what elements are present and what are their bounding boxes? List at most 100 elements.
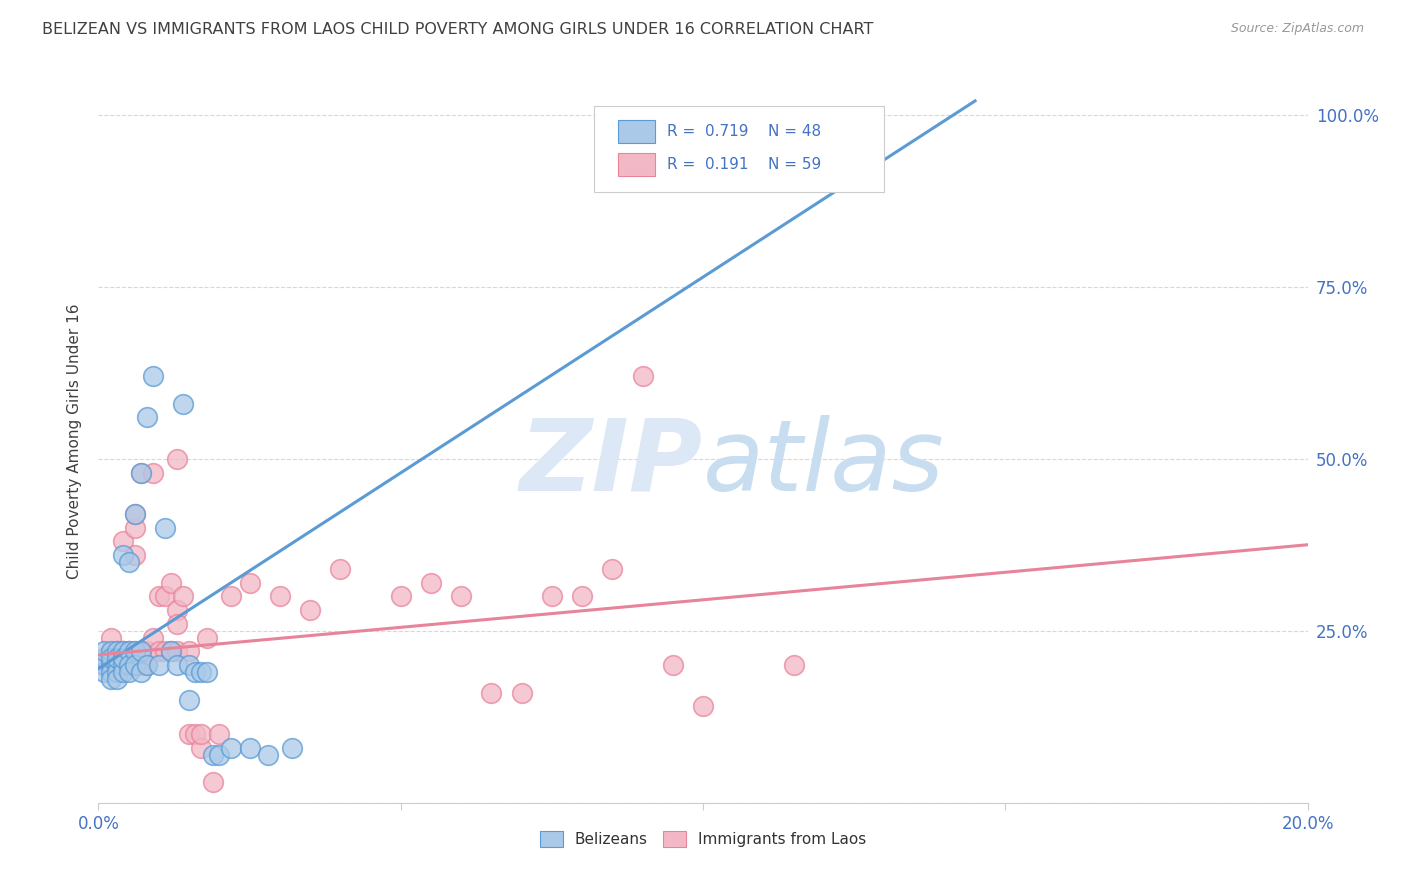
Point	[105, 665, 128, 679]
Point	[239, 575, 262, 590]
Point	[221, 590, 243, 604]
Point	[129, 466, 152, 480]
Point	[105, 658, 128, 673]
Point	[160, 644, 183, 658]
Point	[135, 658, 157, 673]
Point	[221, 740, 243, 755]
Text: BELIZEAN VS IMMIGRANTS FROM LAOS CHILD POVERTY AMONG GIRLS UNDER 16 CORRELATION : BELIZEAN VS IMMIGRANTS FROM LAOS CHILD P…	[42, 22, 873, 37]
Point	[166, 451, 188, 466]
Point	[124, 644, 146, 658]
Y-axis label: Child Poverty Among Girls Under 16: Child Poverty Among Girls Under 16	[67, 304, 83, 579]
Point	[118, 555, 141, 569]
Point	[148, 658, 170, 673]
Point	[105, 658, 128, 673]
Text: Source: ZipAtlas.com: Source: ZipAtlas.com	[1230, 22, 1364, 36]
Point	[135, 644, 157, 658]
Point	[299, 603, 322, 617]
Point	[135, 410, 157, 425]
Point	[179, 644, 201, 658]
Point	[111, 644, 134, 658]
Legend: Belizeans, Immigrants from Laos: Belizeans, Immigrants from Laos	[533, 825, 873, 853]
Point	[166, 644, 188, 658]
Point	[129, 466, 152, 480]
Point	[190, 665, 212, 679]
Point	[135, 658, 157, 673]
Point	[160, 644, 183, 658]
Point	[208, 747, 231, 762]
Point	[661, 658, 683, 673]
Text: R =  0.719    N = 48: R = 0.719 N = 48	[666, 124, 821, 139]
Point	[166, 616, 188, 631]
Point	[118, 644, 141, 658]
Point	[118, 658, 141, 673]
Point	[153, 520, 176, 534]
Point	[329, 562, 352, 576]
Point	[190, 727, 212, 741]
Point	[100, 651, 122, 665]
Point	[93, 651, 115, 665]
Point	[783, 658, 806, 673]
Point	[124, 507, 146, 521]
Point	[105, 644, 128, 658]
Point	[172, 590, 194, 604]
Point	[124, 520, 146, 534]
Point	[142, 631, 165, 645]
Point	[93, 658, 115, 673]
Point	[172, 397, 194, 411]
Point	[148, 644, 170, 658]
Point	[179, 658, 201, 673]
Point	[105, 672, 128, 686]
Point	[256, 747, 278, 762]
Point	[111, 534, 134, 549]
Point	[420, 575, 443, 590]
Point	[179, 727, 201, 741]
Point	[184, 665, 207, 679]
Point	[190, 740, 212, 755]
Point	[111, 658, 134, 673]
Point	[160, 575, 183, 590]
Point	[129, 665, 152, 679]
Point	[239, 740, 262, 755]
Point	[105, 651, 128, 665]
Point	[100, 672, 122, 686]
Point	[281, 740, 304, 755]
Point	[118, 644, 141, 658]
Point	[195, 631, 218, 645]
Point	[105, 644, 128, 658]
Point	[481, 686, 503, 700]
Point	[124, 507, 146, 521]
Point	[692, 699, 714, 714]
Point	[195, 665, 218, 679]
Point	[93, 658, 115, 673]
Point	[124, 644, 146, 658]
Point	[142, 466, 165, 480]
Point	[540, 590, 562, 604]
Point	[202, 747, 225, 762]
Point	[111, 665, 134, 679]
Point	[118, 658, 141, 673]
Point	[153, 644, 176, 658]
Point	[124, 658, 146, 673]
Point	[184, 727, 207, 741]
Point	[166, 603, 188, 617]
Point	[111, 658, 134, 673]
Text: R =  0.191    N = 59: R = 0.191 N = 59	[666, 157, 821, 172]
FancyBboxPatch shape	[619, 153, 655, 177]
Point	[202, 775, 225, 789]
Point	[111, 644, 134, 658]
Point	[269, 590, 291, 604]
Point	[93, 665, 115, 679]
Point	[450, 590, 472, 604]
Point	[148, 590, 170, 604]
Point	[389, 590, 412, 604]
Point	[571, 590, 593, 604]
Point	[631, 369, 654, 384]
FancyBboxPatch shape	[595, 105, 884, 193]
Point	[100, 631, 122, 645]
Point	[129, 644, 152, 658]
Point	[129, 644, 152, 658]
Point	[100, 644, 122, 658]
Point	[142, 369, 165, 384]
Point	[510, 686, 533, 700]
Point	[111, 651, 134, 665]
